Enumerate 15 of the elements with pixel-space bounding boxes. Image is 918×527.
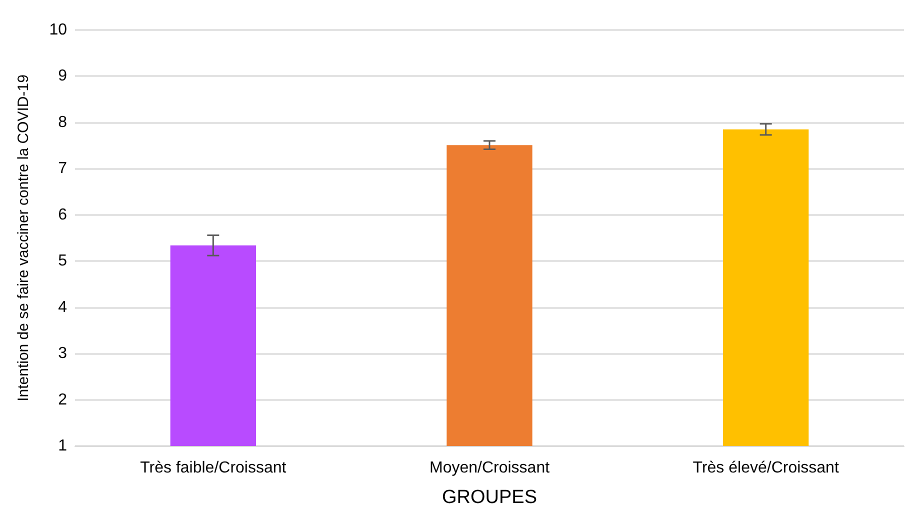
y-tick-label: 8 (58, 114, 68, 131)
x-tick-label: Très faible/Croissant (140, 460, 287, 476)
y-tick-label: 10 (49, 22, 68, 38)
y-tick-label: 4 (58, 298, 68, 316)
y-tick-label: 9 (58, 68, 68, 85)
y-tick-label: 1 (58, 438, 68, 454)
x-tick-label: Très élevé/Croissant (692, 460, 840, 476)
y-tick-label: 2 (58, 391, 68, 408)
y-axis-title: Intention de se faire vacciner contre la COVID-19 (15, 74, 32, 402)
y-tick-label: 6 (58, 206, 68, 224)
y-tick-label: 7 (58, 160, 68, 178)
x-axis-title: GROUPES (442, 487, 538, 508)
y-tick-label: 3 (58, 345, 68, 362)
y-tick-label: 5 (58, 252, 68, 270)
x-tick-label: Moyen/Croissant (429, 460, 550, 476)
